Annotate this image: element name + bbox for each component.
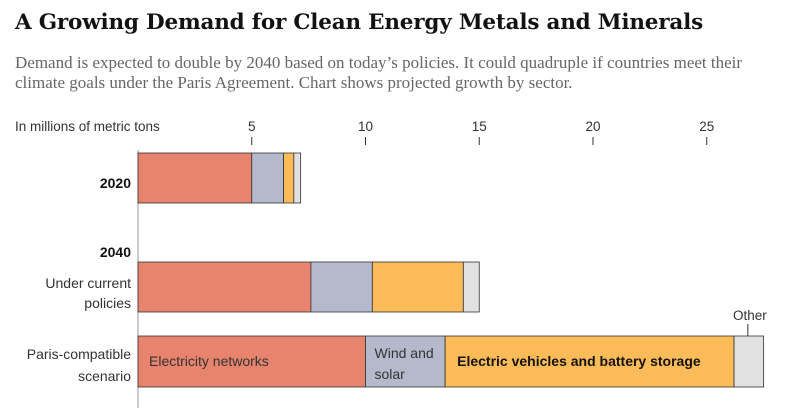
row-label: Paris-compatible scenario [27,346,131,384]
row-label: Under current policies [45,275,131,311]
x-tick-label: 5 [248,119,256,134]
group-label-2020: 2020 [100,175,131,191]
bar-segment [371,261,464,313]
chart-subtitle: Demand is expected to double by 2040 bas… [15,53,743,92]
group-label-2040: 2040 [100,244,131,260]
x-tick-label: 25 [699,119,714,134]
x-tick-label: 15 [472,119,487,134]
bar-segment [251,152,285,204]
segment-label-wind-and-solar: Wind and solar [375,345,434,382]
segment-label-other: Other [733,308,767,323]
units-label: In millions of metric tons [15,119,160,134]
bar-segment [310,261,373,313]
x-tick-label: 10 [358,119,373,134]
bar-segment [137,152,253,204]
bar-segment [733,335,765,388]
bar-segment [462,261,480,313]
bar-segment [293,152,302,204]
bar-segment [283,152,295,204]
segment-label-electric-vehicles: Electric vehicles and battery storage [457,353,701,369]
bar-segment [137,261,312,313]
x-tick-label: 20 [585,119,600,134]
bar-segment [137,335,366,388]
chart-title: A Growing Demand for Clean Energy Metals… [15,10,704,35]
segment-label-electricity-networks: Electricity networks [149,353,269,369]
